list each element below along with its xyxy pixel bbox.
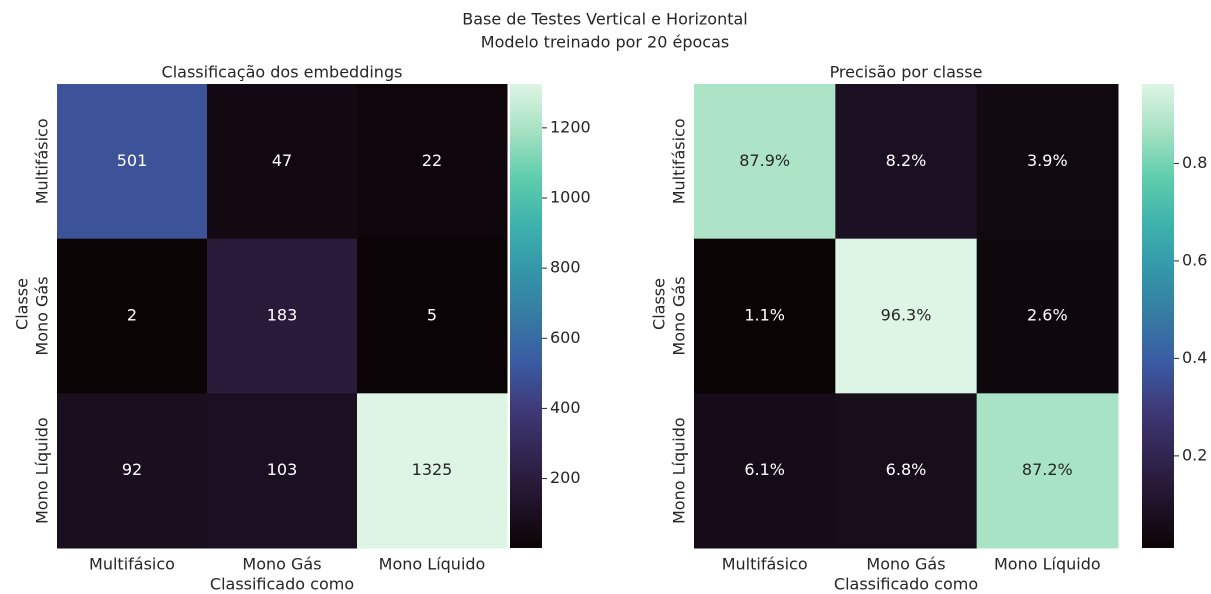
y-axis-label: Classe [650, 278, 669, 330]
colorbar-tick-label: 0.8 [1182, 153, 1207, 172]
heat-cell [694, 238, 836, 394]
colorbar [1142, 84, 1174, 548]
heat-cell [357, 238, 508, 394]
heat-cell [694, 84, 836, 240]
heat-cell [357, 84, 508, 240]
x-tick-label: Mono Gás [866, 555, 945, 574]
y-tick-label: Mono Líquido [33, 417, 52, 524]
heat-cell [207, 84, 358, 240]
x-tick-label: Mono Líquido [379, 555, 486, 574]
heat-cell [694, 393, 836, 549]
x-tick-label: Mono Líquido [994, 555, 1101, 574]
colorbar-tick-label: 0.6 [1182, 250, 1207, 269]
colorbar-tick-label: 400 [550, 398, 581, 417]
cell-label: 22 [422, 151, 442, 170]
cell-label: 501 [117, 151, 148, 170]
colorbar-tick-label: 1000 [550, 187, 591, 206]
cell-label: 2 [127, 306, 137, 325]
colorbar [510, 84, 542, 548]
x-axis-label: Classificado como [210, 575, 354, 594]
colorbar-tick-label: 0.2 [1182, 445, 1207, 464]
cell-label: 103 [267, 460, 298, 479]
suptitle: Modelo treinado por 20 épocas [481, 33, 729, 52]
cell-label: 87.9% [739, 151, 790, 170]
heat-cell [835, 238, 978, 394]
x-axis-label: Classificado como [834, 575, 978, 594]
y-tick-label: Mono Gás [33, 276, 52, 355]
heat-cell [976, 84, 1119, 240]
cell-label: 1325 [412, 460, 453, 479]
heat-cell [976, 238, 1119, 394]
colorbar-tick-label: 600 [550, 328, 581, 347]
cell-label: 6.1% [744, 460, 785, 479]
heat-cell [835, 393, 978, 549]
cell-label: 47 [272, 151, 292, 170]
cell-label: 183 [267, 306, 298, 325]
y-tick-label: Mono Gás [670, 276, 689, 355]
colorbar-tick-label: 1200 [550, 117, 591, 136]
cell-label: 6.8% [886, 460, 927, 479]
chart-title: Precisão por classe [830, 63, 983, 82]
heat-cell [207, 238, 358, 394]
x-tick-label: Multifásico [89, 555, 175, 574]
cell-label: 87.2% [1022, 460, 1073, 479]
heat-cell [976, 393, 1119, 549]
cell-label: 8.2% [886, 151, 927, 170]
heat-cell [357, 393, 508, 549]
heat-cell [57, 393, 208, 549]
heat-cell [207, 393, 358, 549]
cell-label: 3.9% [1027, 151, 1068, 170]
cell-label: 5 [427, 306, 437, 325]
heat-cell [57, 84, 208, 240]
colorbar-tick-label: 800 [550, 258, 581, 277]
colorbar-tick-label: 0.4 [1182, 348, 1207, 367]
cell-label: 2.6% [1027, 306, 1068, 325]
heat-cell [835, 84, 978, 240]
x-tick-label: Mono Gás [242, 555, 321, 574]
y-tick-label: Multifásico [33, 118, 52, 204]
cell-label: 96.3% [881, 306, 932, 325]
cell-label: 92 [122, 460, 142, 479]
y-axis-label: Classe [13, 278, 32, 330]
suptitle: Base de Testes Vertical e Horizontal [462, 10, 748, 29]
heat-cell [57, 238, 208, 394]
y-tick-label: Mono Líquido [670, 417, 689, 524]
colorbar-tick-label: 200 [550, 468, 581, 487]
y-tick-label: Multifásico [670, 118, 689, 204]
chart-title: Classificação dos embeddings [162, 63, 403, 82]
x-tick-label: Multifásico [722, 555, 808, 574]
cell-label: 1.1% [744, 306, 785, 325]
